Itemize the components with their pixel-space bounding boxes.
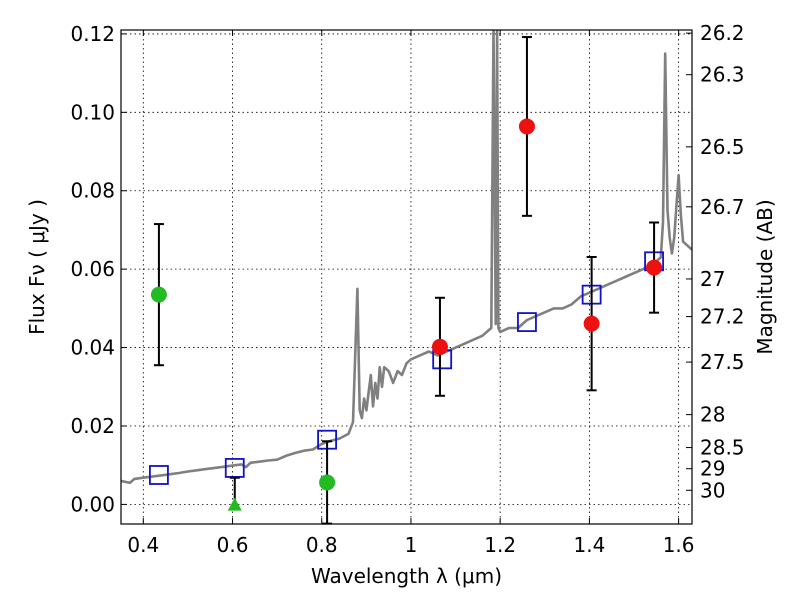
green-point: [319, 474, 336, 491]
y-tick-label: 0.02: [70, 414, 115, 438]
green-point: [150, 286, 167, 303]
red-point: [646, 259, 663, 276]
magnitude-tick-label: 28.5: [700, 436, 745, 460]
blue-square-marker: [224, 458, 245, 478]
x-tick-label: 1.2: [484, 533, 516, 557]
x-tick-label: 1.4: [573, 533, 605, 557]
plot-frame: [120, 29, 693, 525]
red-point: [583, 315, 600, 332]
x-tick-label: 0.4: [127, 533, 159, 557]
x-tick-label: 0.8: [306, 533, 338, 557]
magnitude-tick-label: 26.3: [700, 63, 745, 87]
magnitude-tick-label: 26.5: [700, 135, 745, 159]
model-spectrum-line: [121, 30, 692, 485]
magnitude-tick-label: 27.2: [700, 305, 745, 329]
magnitude-tick-label: 28: [700, 403, 725, 427]
y-tick-label: 0.04: [70, 336, 115, 360]
magnitude-tick-label: 27.5: [700, 350, 745, 374]
red-point: [431, 338, 448, 355]
y-tick-label: 0.00: [70, 492, 115, 516]
green-triangle-marker: [227, 497, 242, 511]
y-tick-label: 0.06: [70, 257, 115, 281]
y-tick-label: 0.08: [70, 179, 115, 203]
data-points: [149, 36, 664, 525]
red-point: [518, 118, 535, 135]
grid: [121, 30, 692, 524]
magnitude-tick-label: 26.2: [700, 21, 745, 45]
y-axis-label: Flux Fν ( μJy ): [25, 199, 49, 335]
x-axis-label: Wavelength λ (μm): [311, 564, 502, 588]
magnitude-tick-label: 27: [700, 267, 725, 291]
model-spectrum: [121, 30, 692, 485]
axis-ticks: 0.4 0.6 0.8 1 1.2 1.4 1.6 0.00 0.02 0.04 0.06 0.08 0…: [70, 21, 744, 557]
y-tick-label: 0.12: [70, 22, 115, 46]
x-tick-label: 0.6: [217, 533, 249, 557]
x-tick-label: 1.6: [663, 533, 695, 557]
blue-square-marker: [517, 312, 537, 332]
blue-square-marker: [149, 465, 169, 485]
magnitude-tick-label: 26.7: [700, 195, 745, 219]
x-tick-label: 1: [405, 533, 418, 557]
magnitude-tick-label: 29: [700, 457, 725, 481]
magnitude-tick-label: 30: [700, 478, 725, 502]
y2-axis-label: Magnitude (AB): [753, 199, 777, 354]
y-tick-label: 0.10: [70, 100, 115, 124]
